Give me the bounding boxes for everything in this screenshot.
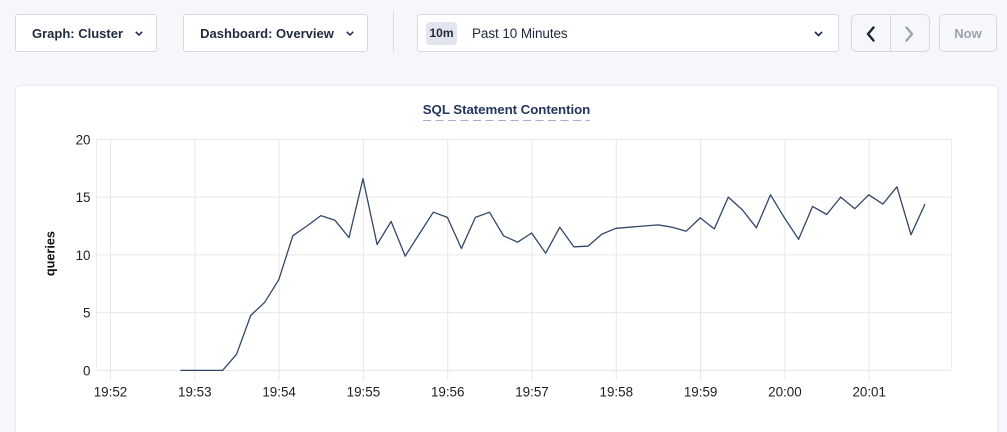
svg-text:19:54: 19:54 — [262, 384, 296, 399]
svg-text:19:53: 19:53 — [178, 384, 212, 399]
svg-text:5: 5 — [83, 306, 90, 321]
svg-text:19:56: 19:56 — [431, 384, 465, 399]
svg-text:15: 15 — [76, 190, 91, 205]
svg-text:19:55: 19:55 — [347, 384, 381, 399]
svg-text:queries: queries — [44, 231, 58, 276]
svg-text:20:01: 20:01 — [852, 384, 886, 399]
svg-text:19:59: 19:59 — [684, 384, 718, 399]
svg-text:10: 10 — [76, 248, 91, 263]
svg-text:20:00: 20:00 — [768, 384, 802, 399]
svg-text:0: 0 — [83, 363, 90, 378]
svg-text:19:57: 19:57 — [515, 384, 549, 399]
svg-text:19:52: 19:52 — [94, 384, 128, 399]
svg-text:19:58: 19:58 — [600, 384, 634, 399]
svg-text:20: 20 — [76, 132, 91, 147]
